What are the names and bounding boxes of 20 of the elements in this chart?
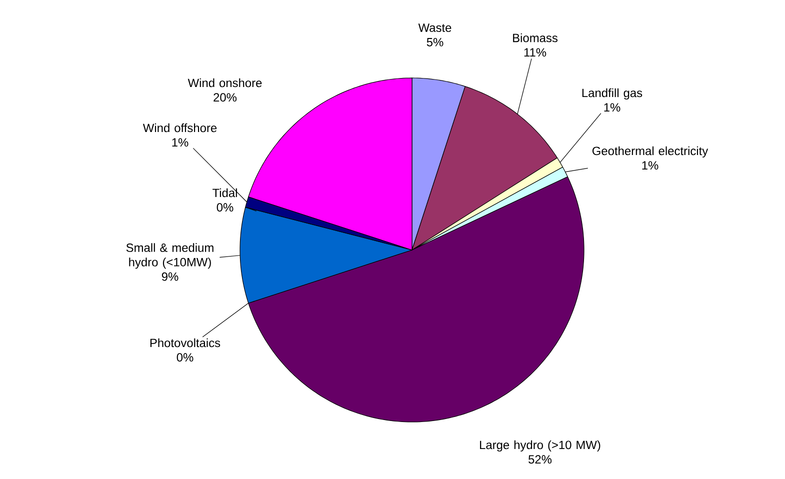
data-label: 11% (524, 48, 546, 57)
slice-label: Wind onshore (188, 78, 262, 88)
slice-label: Waste (418, 24, 452, 32)
slice-label: Landfill gas (582, 88, 642, 100)
slice-label: Geothermal electricity (592, 146, 708, 158)
slice-label: Large hydro (>10 MW) (480, 440, 600, 452)
data-label: 1% (172, 138, 188, 147)
data-label: 9% (162, 272, 178, 281)
category-label: Photovoltaics (150, 338, 220, 348)
data-label: 1% (642, 161, 658, 170)
data-label: 52% (528, 455, 552, 464)
slice-label: Wind offshore (142, 123, 217, 132)
text: 0% (216, 203, 234, 212)
data-label: 20% (214, 93, 237, 102)
slice-label: Small & medium hydro (<10MW) (126, 243, 214, 269)
category-label: Tidal (212, 188, 237, 198)
data-label: 1% (604, 103, 620, 112)
text: 0% (176, 353, 194, 362)
data-label: 5% (426, 38, 444, 46)
slice-label: Biomass (513, 33, 558, 42)
